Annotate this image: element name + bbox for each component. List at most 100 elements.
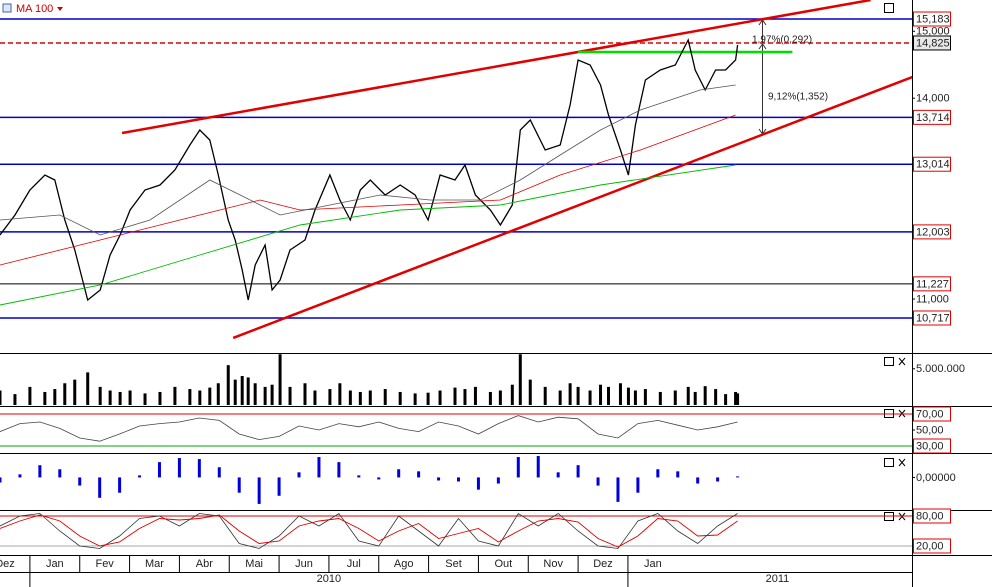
bar [588, 390, 592, 405]
bar [510, 384, 514, 405]
bar [658, 391, 662, 405]
bar [297, 472, 301, 478]
bar [118, 477, 122, 493]
bar [696, 477, 700, 484]
maximize-icon[interactable] [884, 357, 894, 366]
x-tick-label: Dez [593, 558, 613, 570]
x-tick-label: Abr [196, 558, 213, 570]
y-tick-label: 10,717 [916, 312, 950, 324]
bar [676, 471, 680, 478]
y-tick-label: 0,00000 [916, 472, 956, 484]
bar [18, 474, 22, 478]
bar [270, 384, 274, 405]
indicator-selector[interactable]: MA 100 [16, 3, 53, 15]
bar [488, 391, 492, 405]
y-tick-label: 20,00 [916, 540, 944, 552]
x-tick-label: Ago [394, 558, 414, 570]
bar [240, 376, 244, 405]
bar [188, 389, 192, 405]
panel [0, 456, 740, 504]
bar [536, 456, 540, 478]
bar [246, 377, 250, 405]
bar [337, 462, 341, 478]
x-tick-label: Set [445, 558, 462, 570]
bar [498, 390, 502, 405]
bar [686, 386, 690, 405]
trend-line [121, 0, 871, 135]
level-box [913, 224, 951, 240]
bar [288, 386, 292, 405]
y-tick-label: 30,00 [916, 440, 944, 452]
axis-labels: 5.000.000 [912, 363, 965, 375]
bar [618, 383, 622, 405]
bar [438, 390, 442, 405]
bar [237, 477, 241, 493]
bar [437, 477, 441, 481]
bar [253, 383, 257, 405]
bar [736, 476, 740, 478]
year-label: 2010 [317, 573, 341, 585]
bar [716, 477, 720, 482]
bar [0, 477, 2, 483]
bar [673, 390, 677, 405]
bar [463, 389, 467, 405]
series-line [0, 84, 736, 236]
series-line [0, 512, 738, 549]
maximize-icon[interactable] [884, 458, 894, 467]
bar [643, 389, 647, 405]
bar [338, 383, 342, 405]
bar [13, 394, 17, 405]
trend-line [232, 75, 912, 340]
bar [198, 390, 202, 405]
bar [143, 393, 147, 405]
level-box [913, 438, 951, 454]
bar [606, 386, 610, 405]
y-tick-label: 15,000 [916, 26, 950, 38]
level-box [913, 538, 951, 554]
series-line [0, 514, 738, 548]
bar [138, 475, 142, 478]
y-tick-label: 15,183 [916, 13, 950, 25]
bar [636, 477, 640, 493]
x-tick-label: Jan [46, 558, 64, 570]
bar [328, 389, 332, 405]
x-tick-label: Mai [245, 558, 263, 570]
level-box [913, 35, 951, 51]
dropdown-arrow[interactable] [57, 7, 63, 11]
bar [656, 469, 660, 478]
bar [576, 386, 580, 405]
bar [263, 386, 267, 405]
bar [633, 390, 637, 405]
bar [233, 379, 237, 405]
bar [473, 386, 477, 405]
bar [63, 383, 67, 405]
indicator-icon[interactable] [2, 3, 12, 13]
x-tick-label: Out [494, 558, 512, 570]
bar [0, 390, 2, 405]
bar [426, 392, 430, 405]
bar [73, 379, 77, 405]
x-tick-label: Dez [0, 558, 15, 570]
bar [303, 383, 307, 405]
bar [118, 391, 122, 405]
panel [0, 413, 912, 447]
close-icon[interactable] [898, 357, 906, 366]
bar [616, 477, 620, 502]
bar [476, 477, 480, 490]
maximize-icon[interactable] [884, 3, 894, 13]
bar [158, 391, 162, 405]
y-tick-label: 80,00 [916, 510, 944, 522]
level-box [913, 406, 951, 422]
x-tick-label: Nov [543, 558, 563, 570]
bar [58, 469, 62, 478]
close-icon[interactable] [898, 458, 906, 467]
bar [226, 365, 230, 405]
axis-labels: 0,00000 [912, 472, 956, 484]
bar [313, 390, 317, 405]
bar [98, 477, 102, 498]
level-box [913, 156, 951, 172]
bar [86, 372, 90, 405]
bar [98, 386, 102, 405]
